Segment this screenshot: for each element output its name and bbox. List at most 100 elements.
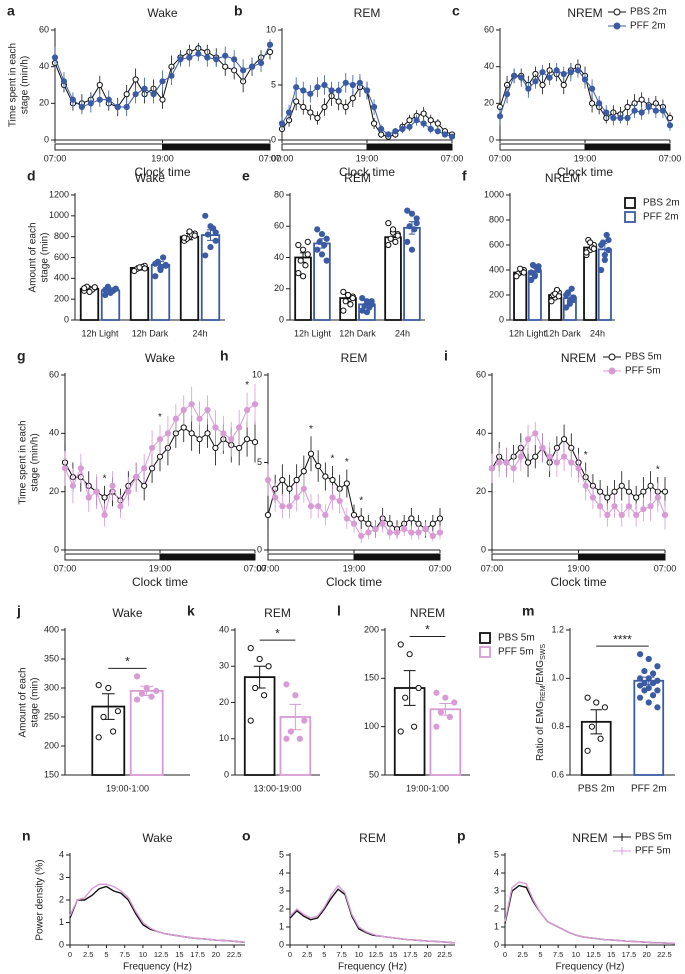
data-point	[247, 717, 254, 724]
data-point	[386, 529, 393, 536]
x-axis-label: Clock time	[134, 165, 190, 179]
data-point	[196, 436, 203, 443]
data-point	[560, 81, 567, 89]
data-point	[511, 72, 518, 79]
y-tick-label: 20	[476, 486, 486, 496]
data-point	[180, 424, 187, 431]
data-point	[243, 436, 251, 443]
x-tick-label: 12h Light	[81, 328, 119, 338]
panel-title: REM	[264, 606, 291, 620]
data-point	[575, 465, 582, 472]
significance-mark: *	[309, 424, 313, 435]
panel-label: m	[522, 603, 534, 619]
data-point	[132, 91, 139, 98]
data-point	[264, 511, 272, 519]
x-tick-label: 07:00	[654, 563, 677, 573]
data-point	[604, 494, 611, 501]
data-point	[420, 120, 427, 127]
data-point	[134, 673, 141, 680]
data-point	[517, 453, 524, 460]
data-point	[322, 473, 329, 480]
dark-phase	[353, 553, 441, 561]
data-point	[618, 511, 625, 519]
data-point	[601, 704, 609, 711]
data-point	[574, 67, 582, 74]
x-tick-label: 19:00-1:00	[406, 783, 449, 793]
y-axis-label-part: Ratio of EMG	[535, 701, 546, 761]
panel-label: b	[234, 3, 243, 19]
x-tick-label: 2.5	[302, 950, 312, 959]
panel-title: Wake	[145, 351, 176, 365]
data-point	[202, 212, 209, 219]
series-line	[69, 883, 246, 943]
data-point	[156, 436, 164, 443]
data-point	[641, 687, 648, 694]
data-point	[406, 651, 413, 658]
y-tick-label: 200	[489, 289, 504, 299]
data-point	[286, 503, 293, 510]
x-tick-label: 20	[212, 950, 220, 959]
data-point	[640, 506, 647, 513]
legend-marker	[608, 353, 616, 361]
y-tick-label: 0.8	[551, 721, 564, 731]
data-point	[109, 482, 116, 489]
x-tick-label: 10	[355, 950, 363, 959]
significance-mark: *	[245, 380, 249, 391]
y-axis-label: Amount of each	[18, 667, 29, 737]
light-phase	[267, 553, 355, 561]
y-axis-label-part: /EMG	[535, 660, 546, 686]
data-point	[256, 655, 263, 663]
data-point	[568, 459, 575, 466]
data-point	[101, 494, 108, 501]
data-point	[587, 239, 594, 246]
legend-swatch	[624, 211, 636, 223]
legend-label: PFF 5m	[635, 846, 671, 857]
data-point	[321, 103, 328, 111]
data-point	[51, 54, 59, 61]
data-point	[133, 473, 140, 481]
x-tick-label: 19:00	[574, 153, 597, 163]
data-point	[61, 465, 69, 472]
data-point	[399, 125, 406, 133]
data-point	[560, 453, 568, 460]
data-point	[649, 670, 657, 677]
data-point	[336, 497, 343, 505]
data-point	[429, 532, 436, 540]
data-point	[633, 511, 640, 519]
panel-label: c	[452, 3, 460, 19]
data-point	[363, 309, 371, 316]
data-point	[212, 237, 219, 244]
data-point	[366, 304, 373, 311]
data-point	[625, 503, 633, 510]
x-tick-label: 19:00	[343, 563, 366, 573]
x-tick-label: 07:00	[54, 563, 77, 573]
panel-title: NREM	[545, 171, 580, 185]
legend-label: PFF 5m	[625, 366, 661, 377]
y-tick-label: 0	[54, 544, 59, 554]
x-axis-label: Clock time	[550, 575, 606, 589]
data-point	[524, 436, 532, 443]
data-point	[358, 532, 365, 540]
data-point	[666, 122, 674, 129]
data-point	[307, 450, 315, 457]
data-point	[143, 684, 150, 692]
y-tick-label: 60	[49, 369, 59, 379]
data-point	[107, 288, 114, 295]
data-point	[159, 96, 166, 103]
data-point	[404, 207, 411, 214]
x-tick-label: PBS 2m	[578, 784, 615, 795]
data-point	[588, 723, 596, 730]
data-point	[342, 298, 349, 305]
panel-label: f	[462, 168, 467, 184]
data-point	[125, 488, 132, 495]
x-tick-label: 07:00	[244, 563, 267, 573]
data-point	[114, 103, 121, 111]
legend-marker	[618, 833, 626, 841]
y-tick-label: 1000	[484, 189, 504, 199]
y-tick-label: 2	[494, 903, 499, 913]
data-point	[60, 78, 68, 85]
data-point	[631, 107, 638, 114]
y-tick-label: 200	[44, 740, 59, 750]
data-point	[436, 529, 444, 536]
data-point	[168, 72, 175, 79]
